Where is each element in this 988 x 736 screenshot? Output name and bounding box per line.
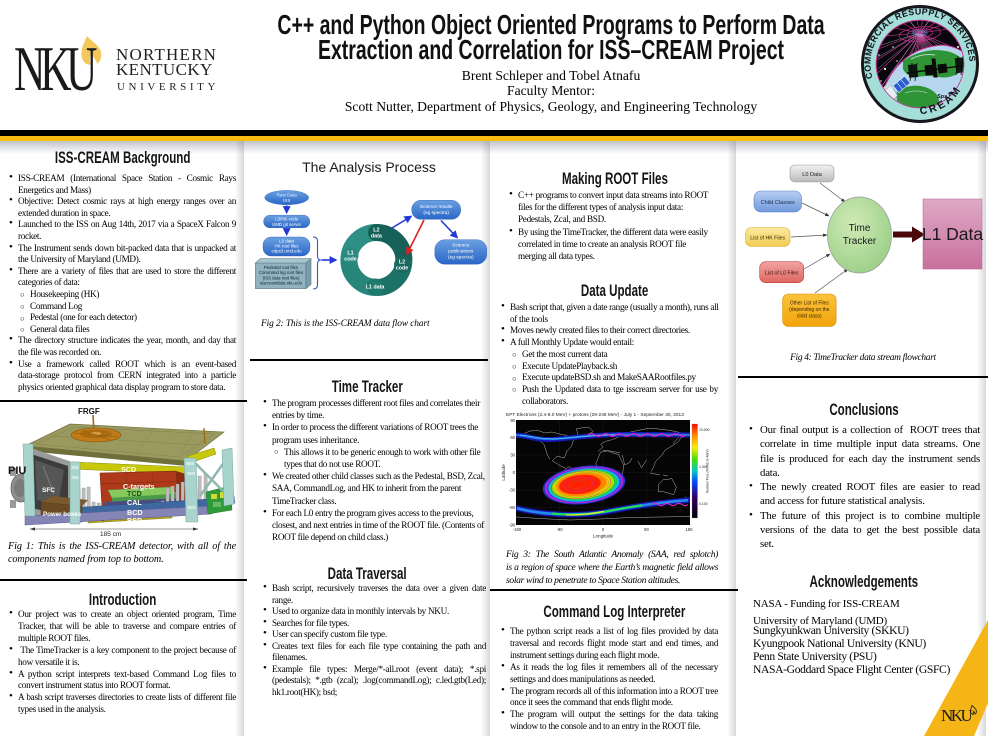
svg-text:(eg spectra): (eg spectra) bbox=[448, 254, 474, 260]
svg-text:data: data bbox=[371, 234, 383, 240]
svg-text:Latitude: Latitude bbox=[501, 464, 506, 481]
svg-text:-90: -90 bbox=[556, 527, 563, 532]
svg-text:180: 180 bbox=[686, 527, 694, 532]
svg-text:CAL: CAL bbox=[127, 498, 142, 507]
svg-text:-90: -90 bbox=[509, 523, 516, 528]
svg-text:L2: L2 bbox=[373, 228, 379, 234]
svg-text:L1 Data: L1 Data bbox=[922, 224, 984, 244]
svg-text:Time: Time bbox=[849, 223, 871, 234]
svg-text:0: 0 bbox=[602, 527, 605, 532]
svg-text:List of L0 Files: List of L0 Files bbox=[765, 271, 799, 277]
svg-text:Science: Science bbox=[452, 243, 469, 249]
svg-text:0: 0 bbox=[513, 470, 516, 475]
svg-text:SCD: SCD bbox=[121, 465, 136, 474]
svg-text:cdps3.umd.edu: cdps3.umd.edu bbox=[271, 249, 302, 254]
svg-text:Tracker: Tracker bbox=[843, 236, 877, 247]
svg-text:BCD: BCD bbox=[127, 508, 143, 517]
svg-text:L1: L1 bbox=[347, 251, 353, 257]
svg-text:L1 data: L1 data bbox=[366, 285, 386, 291]
svg-text:0.100: 0.100 bbox=[699, 502, 708, 506]
svg-text:UNIVERSITY: UNIVERSITY bbox=[117, 81, 219, 93]
svg-text:-60: -60 bbox=[509, 505, 516, 510]
svg-text:HK root files: HK root files bbox=[275, 244, 300, 249]
svg-text:List of HK Files: List of HK Files bbox=[750, 236, 785, 242]
svg-text:60: 60 bbox=[510, 435, 515, 440]
svg-text:ISS: ISS bbox=[283, 198, 290, 203]
svg-text:code: code bbox=[344, 257, 357, 263]
svg-text:child class): child class) bbox=[797, 314, 822, 320]
svg-text:(eg spectra): (eg spectra) bbox=[423, 210, 449, 216]
svg-text:L0/HK code: L0/HK code bbox=[275, 217, 299, 222]
svg-text:-180: -180 bbox=[513, 527, 522, 532]
svg-text:NKU: NKU bbox=[941, 706, 973, 725]
svg-text:publications: publications bbox=[448, 249, 474, 255]
svg-text:L0 Data: L0 Data bbox=[802, 172, 822, 178]
svg-text:Raw Data: Raw Data bbox=[277, 193, 298, 198]
svg-text:Other List of Files: Other List of Files bbox=[790, 301, 830, 307]
svg-text:UMD git server: UMD git server bbox=[272, 222, 302, 227]
svg-text:TCD: TCD bbox=[127, 489, 142, 498]
svg-text:90: 90 bbox=[644, 527, 649, 532]
svg-text:FRGF: FRGF bbox=[78, 407, 100, 416]
svg-text:PIU: PIU bbox=[8, 465, 26, 477]
svg-text:Command log root files: Command log root files bbox=[259, 270, 303, 275]
svg-text:NORTHERN: NORTHERN bbox=[116, 45, 217, 64]
svg-text:Longitude: Longitude bbox=[593, 534, 614, 539]
svg-text:90: 90 bbox=[510, 418, 515, 423]
svg-text:code: code bbox=[396, 266, 409, 272]
svg-text:BSD: BSD bbox=[127, 516, 142, 525]
svg-text:Pedestal root files: Pedestal root files bbox=[264, 265, 298, 270]
svg-text:NKU: NKU bbox=[14, 33, 97, 103]
svg-text:KENTUCKY: KENTUCKY bbox=[116, 60, 213, 79]
svg-text:30: 30 bbox=[510, 453, 515, 458]
svg-text:10.000: 10.000 bbox=[699, 428, 709, 432]
svg-text:Science results: Science results bbox=[420, 204, 453, 210]
svg-text:Number Flux (#/cm2-sr-MeV): Number Flux (#/cm2-sr-MeV) bbox=[706, 449, 710, 493]
svg-text:(ISS data root files): (ISS data root files) bbox=[263, 275, 300, 280]
svg-text:L0 data: L0 data bbox=[279, 239, 294, 244]
svg-text:isscreamdata.nku.edu: isscreamdata.nku.edu bbox=[260, 281, 303, 286]
svg-text:1.000: 1.000 bbox=[699, 465, 708, 469]
svg-text:C-targets: C-targets bbox=[123, 482, 155, 491]
svg-text:Power boxes: Power boxes bbox=[43, 511, 82, 518]
svg-text:-30: -30 bbox=[509, 488, 516, 493]
svg-text:(depending on the: (depending on the bbox=[789, 307, 830, 313]
svg-text:L2: L2 bbox=[399, 260, 405, 266]
svg-text:EPT Electrons (2.4-8.0 MeV) +: EPT Electrons (2.4-8.0 MeV) + protons (2… bbox=[506, 412, 684, 418]
svg-text:185 cm: 185 cm bbox=[100, 531, 121, 538]
svg-text:SFC: SFC bbox=[42, 487, 55, 494]
svg-text:Child Classes: Child Classes bbox=[761, 200, 795, 206]
